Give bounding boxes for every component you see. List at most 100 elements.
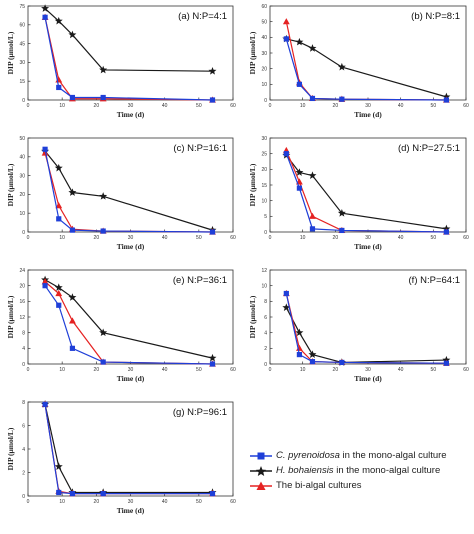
series-line-cp	[44, 149, 213, 233]
x-tick-label: 60	[230, 367, 236, 373]
y-tick-label: 0	[264, 230, 267, 236]
data-point-cp	[283, 151, 289, 157]
x-tick-label: 50	[196, 235, 202, 241]
y-tick-label: 50	[261, 19, 267, 25]
x-tick-label: 10	[59, 499, 65, 505]
panel-annotation: (c) N:P=16:1	[173, 143, 227, 154]
y-axis-label: DIP (μmol/L)	[248, 163, 257, 206]
x-tick-label: 50	[196, 499, 202, 505]
x-tick-label: 40	[398, 103, 404, 109]
y-tick-label: 24	[19, 268, 25, 274]
y-tick-label: 0	[22, 98, 25, 104]
legend-item-hb: H. bohaiensis in the mono-algal culture	[250, 463, 472, 478]
x-axis-label: Time (d)	[117, 110, 145, 119]
data-point-cp	[42, 283, 48, 289]
series-line-bi	[44, 17, 213, 101]
y-tick-label: 50	[19, 136, 25, 142]
series-line-hb	[44, 150, 213, 231]
y-tick-label: 0	[22, 494, 25, 500]
data-point-hb	[68, 188, 77, 196]
x-tick-label: 30	[365, 103, 371, 109]
x-tick-label: 40	[162, 103, 168, 109]
x-tick-label: 0	[269, 103, 272, 109]
y-tick-label: 4	[22, 447, 25, 453]
y-tick-label: 12	[19, 315, 25, 321]
data-point-cp	[56, 84, 62, 91]
data-point-bi	[282, 18, 290, 25]
data-point-cp	[443, 97, 449, 103]
y-tick-label: 10	[261, 82, 267, 88]
y-tick-label: 30	[261, 136, 267, 142]
y-tick-label: 8	[22, 400, 25, 406]
x-tick-label: 50	[196, 103, 202, 109]
data-point-hb	[308, 171, 317, 179]
x-tick-label: 20	[333, 367, 339, 373]
legend-label-bi: The bi-algal cultures	[276, 480, 362, 491]
data-point-hb	[68, 293, 77, 301]
y-tick-label: 40	[261, 35, 267, 41]
data-point-cp	[209, 229, 216, 235]
x-axis-label: Time (d)	[354, 242, 382, 251]
y-tick-label: 20	[19, 283, 25, 289]
data-point-cp	[296, 352, 302, 358]
legend-item-cp: C. pyrenoidosa in the mono-algal culture	[250, 448, 472, 463]
x-axis-label: Time (d)	[117, 374, 145, 383]
data-point-hb	[208, 353, 217, 362]
series-line-bi	[285, 150, 447, 233]
panel-annotation: (e) N:P=36:1	[173, 275, 227, 286]
data-point-hb	[308, 350, 317, 358]
x-tick-label: 60	[230, 235, 236, 241]
panel-1: 0 10 20 30 40 50 60 0 15 30 45 60 75 Time (d) DIP (μmo…	[6, 4, 236, 119]
x-tick-label: 50	[431, 103, 437, 109]
x-tick-label: 20	[333, 235, 339, 241]
data-point-hb	[99, 192, 108, 200]
y-tick-label: 20	[261, 66, 267, 72]
x-tick-label: 40	[162, 235, 168, 241]
data-point-hb	[295, 328, 304, 337]
legend-symbol-hb	[250, 465, 272, 476]
data-point-hb	[68, 30, 77, 39]
data-point-hb	[295, 37, 304, 46]
legend-species-cp: C. pyrenoidosa	[276, 450, 340, 461]
y-tick-label: 6	[22, 423, 25, 429]
x-tick-label: 30	[365, 367, 371, 373]
legend-rest-bi: The bi-algal cultures	[276, 480, 362, 491]
data-point-hb	[54, 16, 63, 25]
data-point-cp	[339, 227, 345, 234]
legend-label-hb: H. bohaiensis in the mono-algal culture	[276, 465, 440, 476]
panel-annotation: (g) N:P=96:1	[173, 407, 227, 418]
panel-2: 0 10 20 30 40 50 60 0 10 20 30 40 50 60 Time (d) DIP (μ…	[248, 4, 469, 119]
legend-label-cp: C. pyrenoidosa in the mono-algal culture	[276, 450, 447, 461]
x-tick-label: 30	[128, 499, 134, 505]
data-point-cp	[56, 216, 62, 222]
data-point-cp	[296, 81, 302, 87]
data-point-cp	[69, 94, 76, 101]
panel-3: 0 10 20 30 40 50 60 0 10 20 30 40 50 Time (d) DIP (μmo…	[6, 136, 236, 251]
x-tick-label: 60	[230, 103, 236, 109]
data-point-cp	[443, 229, 449, 235]
legend-species-hb: H. bohaiensis	[276, 465, 334, 476]
x-tick-label: 0	[269, 235, 272, 241]
series-line-bi	[285, 293, 447, 364]
data-point-cp	[69, 491, 76, 497]
legend-item-bi: The bi-algal cultures	[250, 478, 472, 493]
data-point-hb	[208, 66, 217, 75]
data-point-hb	[308, 44, 317, 52]
data-point-cp	[283, 290, 289, 297]
panel-6: 0 10 20 30 40 50 60 0 2 4 6 8 10 12 Time (d) DIP (μmol/…	[248, 268, 469, 383]
x-tick-label: 50	[196, 367, 202, 373]
data-point-cp	[209, 97, 216, 103]
data-point-hb	[282, 303, 291, 311]
x-axis-label: Time (d)	[354, 110, 382, 119]
y-tick-label: 0	[22, 230, 25, 236]
y-tick-label: 10	[261, 283, 267, 289]
legend: C. pyrenoidosa in the mono-algal culture…	[250, 448, 472, 493]
series-line-cp	[285, 293, 447, 364]
x-axis-label: Time (d)	[117, 242, 145, 251]
legend-symbol-cp	[250, 452, 272, 459]
y-tick-label: 10	[261, 198, 267, 204]
data-point-hb	[295, 168, 304, 176]
x-tick-label: 0	[27, 235, 30, 241]
x-tick-label: 40	[398, 235, 404, 241]
y-tick-label: 60	[261, 4, 267, 10]
